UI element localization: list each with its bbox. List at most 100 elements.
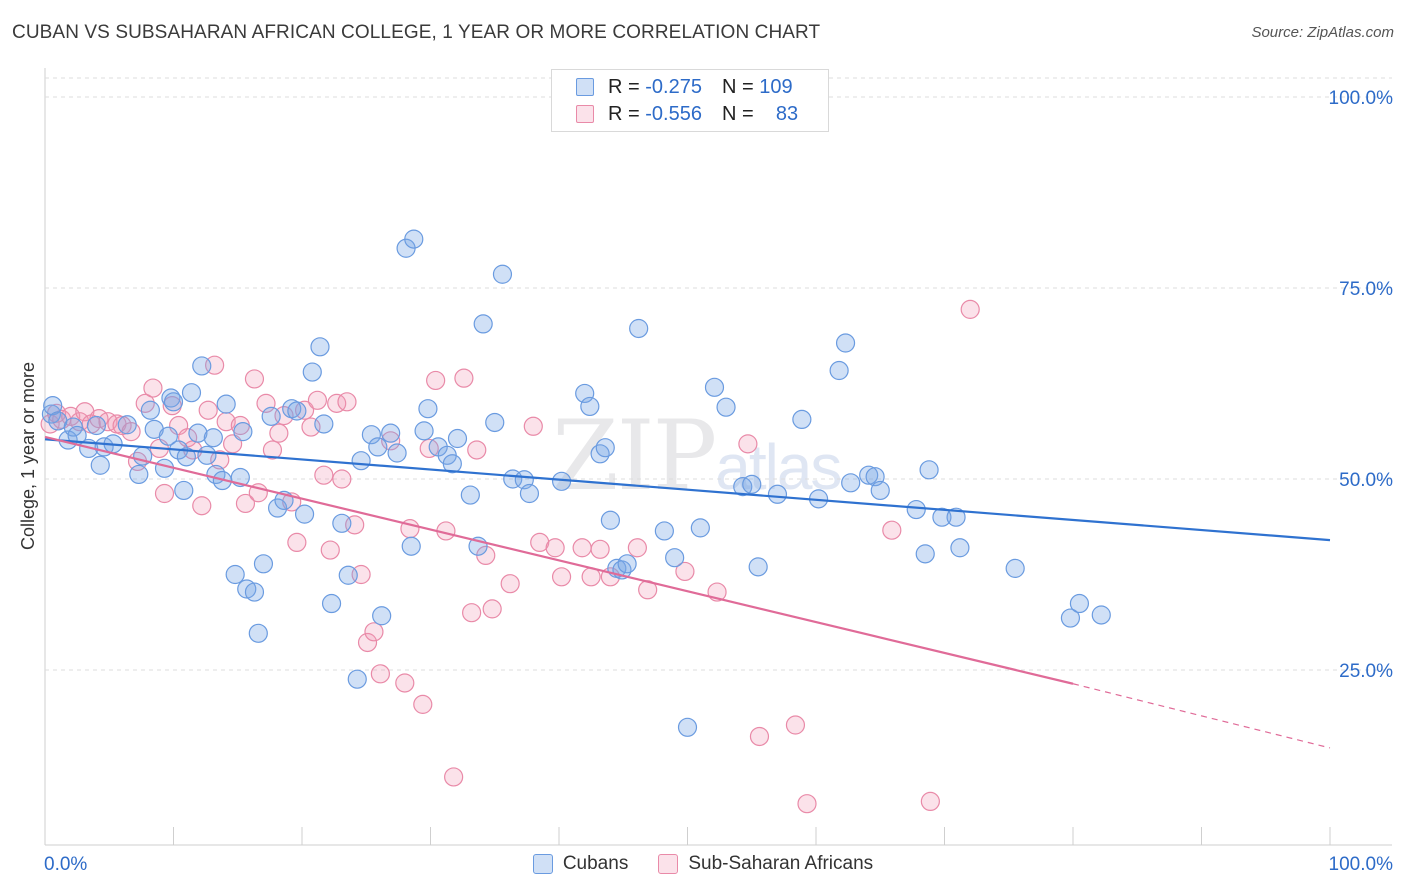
africans-point <box>395 673 415 693</box>
africans-point <box>551 567 572 587</box>
africans-point <box>370 664 390 684</box>
cubans-point <box>287 401 307 421</box>
africans-point <box>523 416 543 436</box>
chart-title: CUBAN VS SUBSAHARAN AFRICAN COLLEGE, 1 Y… <box>12 22 821 43</box>
cubans-point <box>447 428 468 449</box>
cubans-point <box>950 538 970 558</box>
cubans-point <box>1060 608 1081 628</box>
cubans-point <box>690 518 710 538</box>
cubans-point <box>203 428 223 448</box>
cubans-point <box>253 554 274 574</box>
africans-point <box>357 632 378 653</box>
cubans-point <box>414 421 434 441</box>
cubans-point <box>372 606 392 626</box>
legend-label-cubans: Cubans <box>562 853 629 874</box>
cubans-point <box>748 557 768 577</box>
cubans-swatch <box>576 78 594 96</box>
cubans-point <box>233 422 253 442</box>
cubans-point <box>665 548 685 568</box>
cubans-point <box>716 397 736 417</box>
n-value-africans: 83 <box>775 102 799 125</box>
africans-point <box>444 767 464 787</box>
cubans-point <box>332 513 352 533</box>
africans-point <box>364 622 384 642</box>
africans-point <box>262 440 283 460</box>
cubans-point <box>43 396 63 416</box>
cubans-point <box>294 504 315 524</box>
cubans-point <box>163 392 184 412</box>
cubans-point <box>188 423 208 443</box>
y-tick-label-50: 50.0% <box>1339 470 1393 491</box>
cubans-point <box>404 229 424 249</box>
cubans-point <box>310 337 330 357</box>
r-label: R = <box>608 75 640 98</box>
n-label: N = <box>721 102 754 125</box>
cubans-point <box>906 499 926 520</box>
cubans-trend-line <box>44 438 1331 542</box>
africans-point <box>426 370 446 391</box>
y-tick-label-75: 75.0% <box>1339 279 1393 300</box>
africans-point <box>198 400 218 420</box>
cubans-point <box>600 510 621 530</box>
africans-point <box>223 434 243 454</box>
africans-point <box>235 493 256 514</box>
legend-item-cubans[interactable]: Cubans <box>532 853 629 875</box>
africans-point <box>882 520 902 540</box>
cubans-point <box>176 447 196 467</box>
cubans-point <box>742 474 762 494</box>
cubans-legend-swatch <box>532 854 553 874</box>
cubans-point <box>225 564 245 585</box>
y-tick-label-100: 100.0% <box>1329 88 1394 109</box>
africans-point <box>40 414 60 434</box>
correlation-legend: R = -0.275 N = 109 R = -0.556 N = 83 <box>551 69 829 132</box>
legend-item-africans[interactable]: Sub-Saharan Africans <box>658 853 873 875</box>
africans-point <box>210 450 230 470</box>
cubans-point <box>580 396 600 417</box>
cubans-point <box>1005 558 1025 578</box>
africans-swatch <box>576 105 594 123</box>
africans-point <box>590 539 610 559</box>
cubans-point <box>418 399 438 419</box>
cubans-point <box>946 507 966 527</box>
cubans-point <box>519 483 540 504</box>
cubans-point <box>919 460 939 480</box>
africans-legend-swatch <box>658 854 679 874</box>
y-axis-label: College, 1 year or more <box>18 362 38 550</box>
watermark-atlas: atlas <box>715 431 842 503</box>
legend-row-cubans: R = -0.275 N = 109 <box>576 75 793 99</box>
cubans-point <box>381 423 401 443</box>
r-value-africans: -0.556 <box>645 102 702 125</box>
cubans-point <box>248 623 268 643</box>
africans-point <box>287 532 307 553</box>
n-value-cubans: 109 <box>759 75 793 98</box>
cubans-point <box>442 454 462 474</box>
cubans-point <box>590 444 610 464</box>
africans-point <box>960 299 980 319</box>
cubans-point <box>492 264 513 284</box>
africans-point <box>545 538 565 558</box>
africans-point <box>244 369 265 389</box>
africans-point <box>154 483 175 504</box>
cubans-point <box>129 464 149 485</box>
africans-point <box>327 393 347 413</box>
africans-point <box>500 574 520 594</box>
africans-point <box>738 434 758 454</box>
cubans-point <box>704 377 725 397</box>
cubans-point <box>117 415 137 435</box>
africans-point <box>462 603 482 623</box>
cubans-point <box>302 362 322 382</box>
x-tick-label-min: 0.0% <box>44 854 87 875</box>
cubans-point <box>1091 605 1111 625</box>
cubans-point <box>244 582 265 602</box>
cubans-point <box>473 314 493 334</box>
cubans-point <box>870 480 890 501</box>
legend-label-africans: Sub-Saharan Africans <box>688 853 874 874</box>
africans-point <box>192 496 212 516</box>
cubans-point <box>267 498 288 518</box>
cubans-point <box>677 717 698 737</box>
cubans-point <box>181 383 202 403</box>
n-label: N = <box>721 75 754 98</box>
cubans-point <box>158 426 178 446</box>
africans-point <box>920 791 940 812</box>
cubans-point <box>915 544 935 564</box>
